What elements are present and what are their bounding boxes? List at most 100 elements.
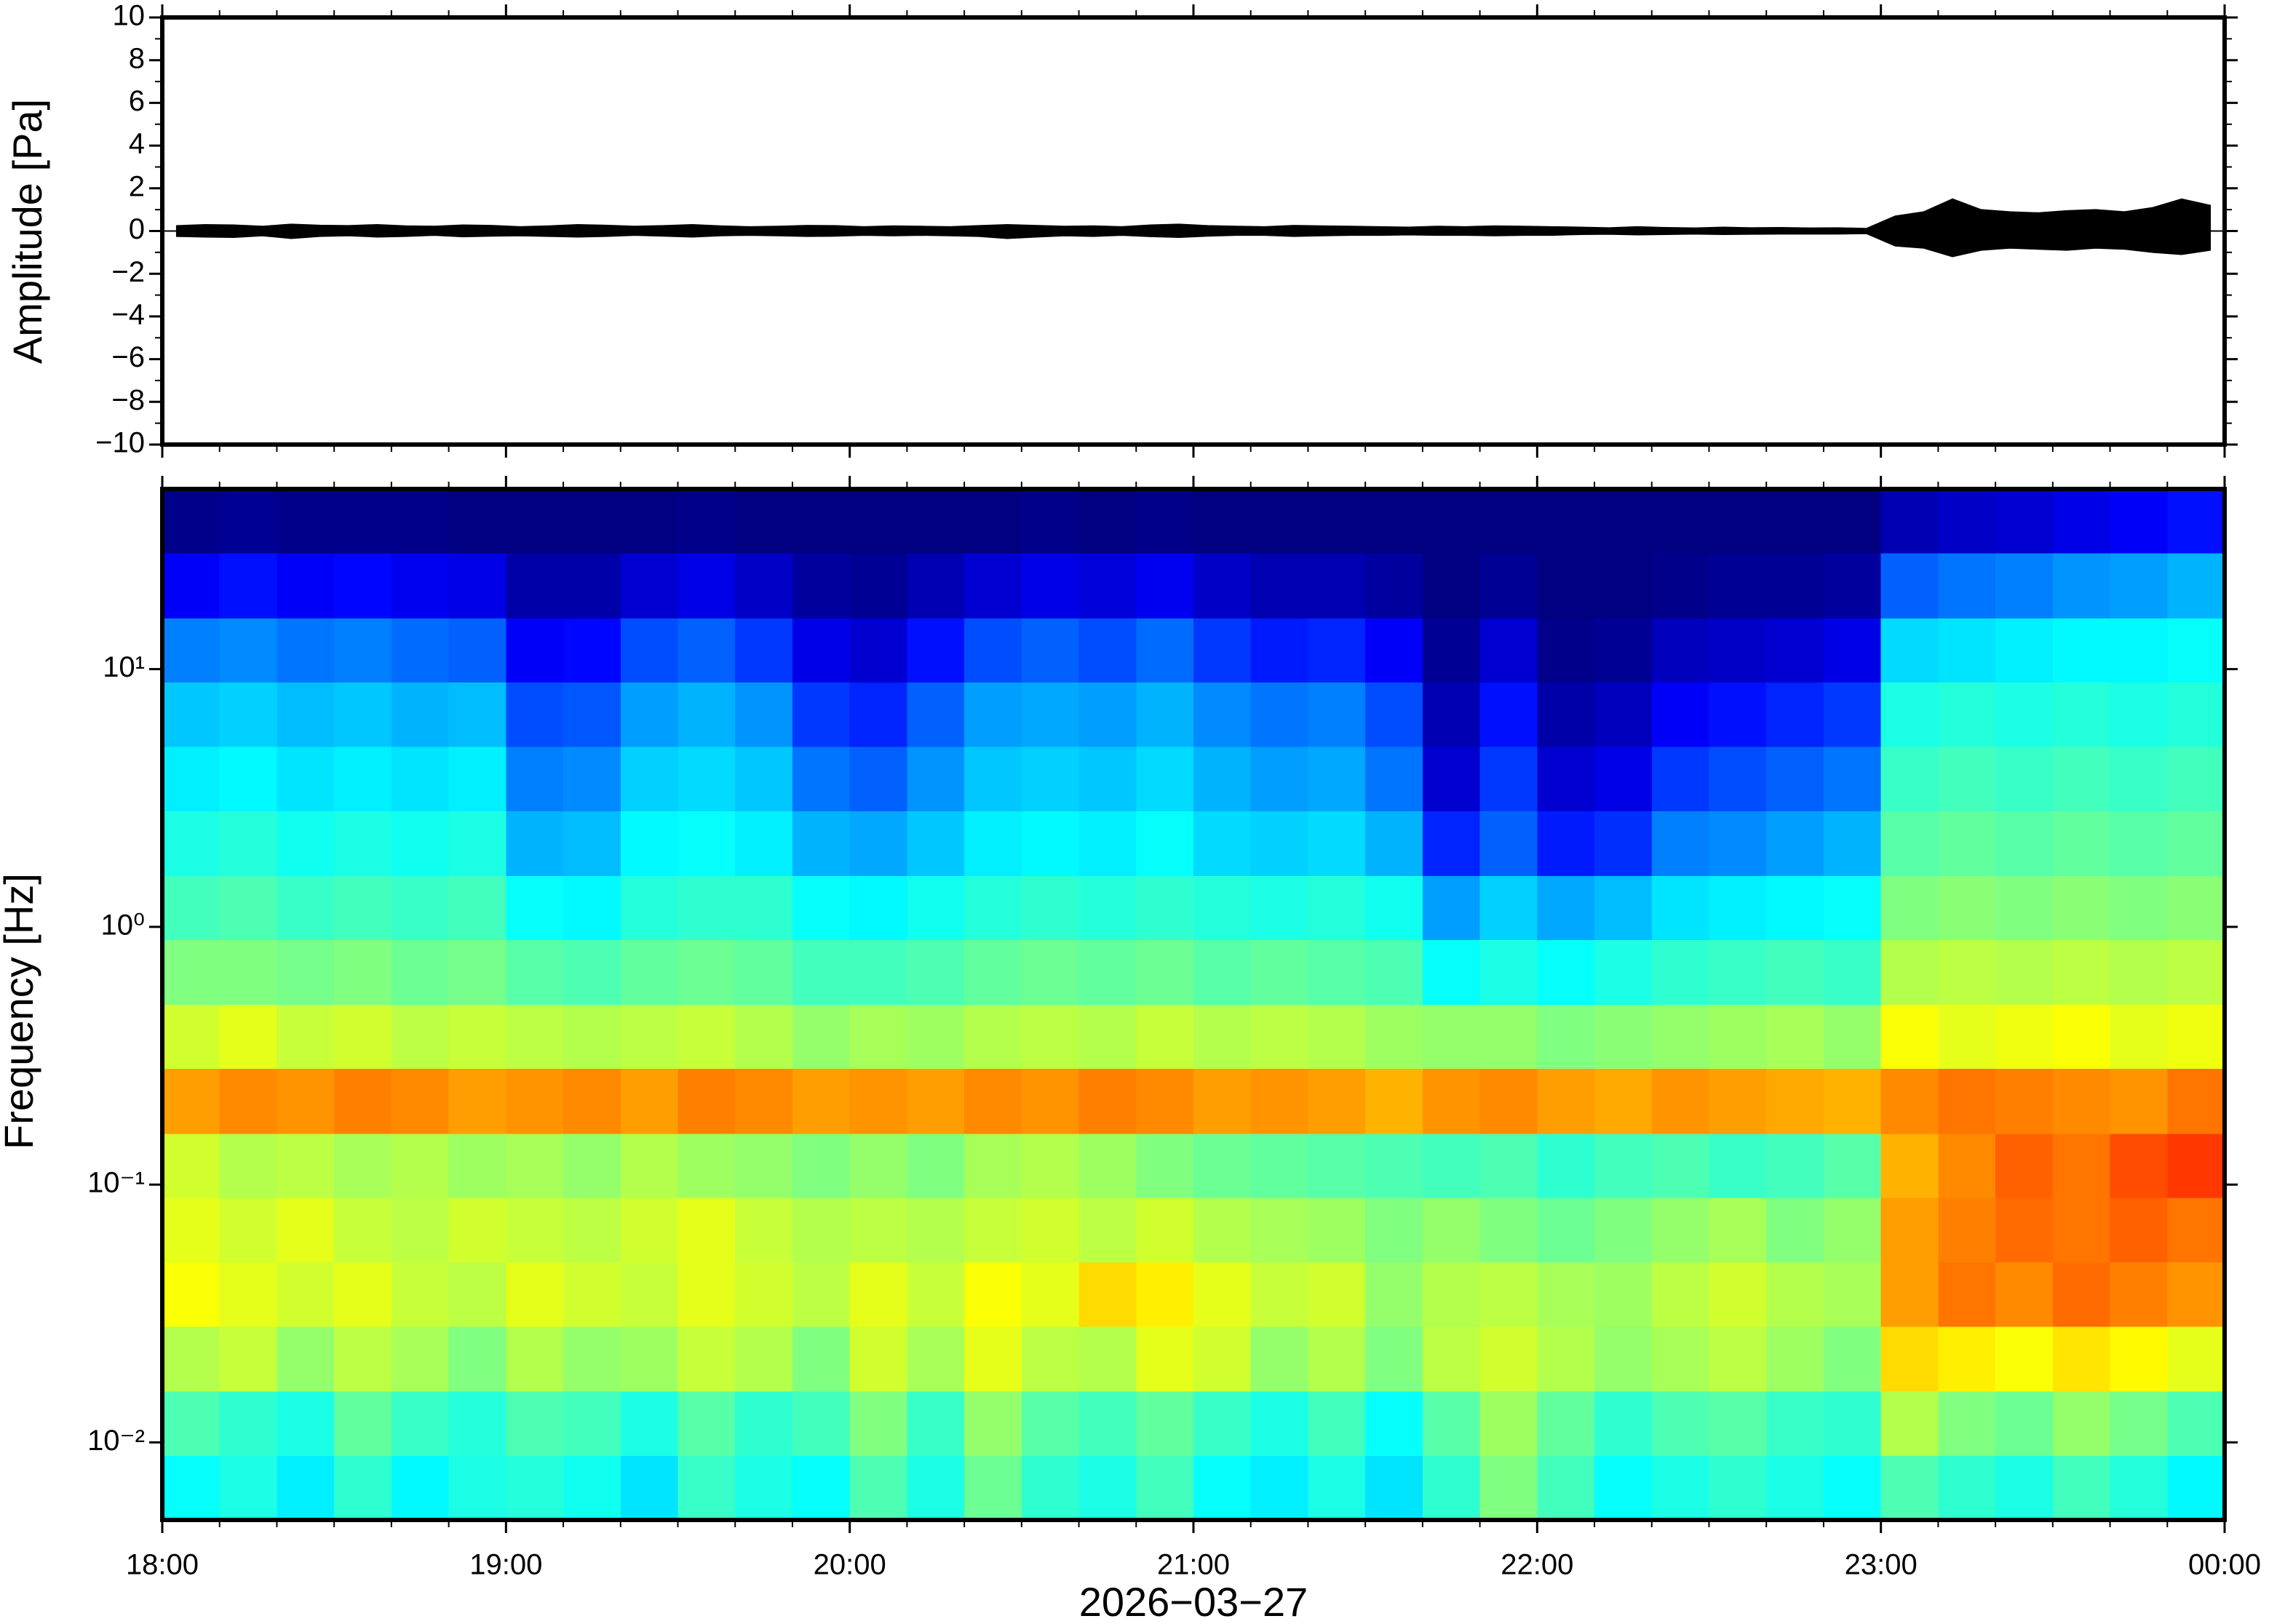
heatmap-cell <box>448 682 506 747</box>
heatmap-cell <box>1193 1455 1252 1521</box>
heatmap-cell <box>1136 618 1194 682</box>
heatmap-cell <box>1136 746 1194 811</box>
heatmap-cell <box>1479 1326 1538 1392</box>
heatmap-cell <box>334 811 392 877</box>
heatmap-cell <box>1823 1133 1882 1198</box>
heatmap-cell <box>1193 1262 1252 1327</box>
heatmap-cell <box>2110 1390 2168 1456</box>
heatmap-cell <box>219 1068 278 1134</box>
heatmap-cell <box>506 489 564 554</box>
heatmap-cell <box>1537 939 1595 1005</box>
y-tick-label: 10⁻² <box>87 1425 145 1457</box>
heatmap-cell <box>1651 875 1710 941</box>
heatmap-cell <box>792 811 851 877</box>
heatmap-cell <box>1651 1004 1710 1070</box>
heatmap-cell <box>2052 1197 2111 1263</box>
heatmap-cell <box>677 1133 736 1198</box>
heatmap-cell <box>1995 875 2054 941</box>
heatmap-cell <box>1823 682 1882 747</box>
heatmap-cell <box>563 682 621 747</box>
heatmap-cell <box>1823 1068 1882 1134</box>
heatmap-cell <box>1594 1004 1653 1070</box>
heatmap-cell <box>1422 682 1481 747</box>
heatmap-cell <box>1594 1197 1653 1263</box>
heatmap-cell <box>1651 618 1710 682</box>
heatmap-cell <box>1880 1326 1939 1392</box>
heatmap-cell <box>1021 746 1080 811</box>
heatmap-cell <box>1880 1197 1939 1263</box>
heatmap-cell <box>620 939 679 1005</box>
heatmap-cell <box>219 553 278 618</box>
heatmap-cell <box>1250 553 1309 618</box>
heatmap-cell <box>1709 1197 1767 1263</box>
heatmap-cell <box>792 1455 851 1521</box>
plot-frame <box>160 15 2227 447</box>
heatmap-cell <box>849 1133 907 1198</box>
heatmap-cell <box>162 811 220 877</box>
heatmap-cell <box>907 1326 965 1392</box>
heatmap-cell <box>2052 1326 2111 1392</box>
heatmap-cell <box>219 1326 278 1392</box>
heatmap-cell <box>1078 875 1137 941</box>
heatmap-cell <box>1078 1004 1137 1070</box>
heatmap-cell <box>1880 553 1939 618</box>
heatmap-cell <box>1250 1455 1309 1521</box>
heatmap-cell <box>391 1068 450 1134</box>
heatmap-cell <box>563 1390 621 1456</box>
heatmap-cell <box>1709 1390 1767 1456</box>
heatmap-cell <box>620 746 679 811</box>
heatmap-cell <box>391 489 450 554</box>
heatmap-cell <box>1823 811 1882 877</box>
heatmap-cell <box>1021 1455 1080 1521</box>
heatmap-cell <box>1823 489 1882 554</box>
heatmap-cell <box>1250 811 1309 877</box>
heatmap-cell <box>448 553 506 618</box>
heatmap-cell <box>2052 1068 2111 1134</box>
heatmap-cell <box>907 1004 965 1070</box>
heatmap-cell <box>2052 553 2111 618</box>
heatmap-cell <box>1021 811 1080 877</box>
heatmap-cell <box>1880 746 1939 811</box>
heatmap-cell <box>1479 618 1538 682</box>
heatmap-cell <box>1709 1004 1767 1070</box>
heatmap-cell <box>1938 1390 1996 1456</box>
heatmap-cell <box>849 1068 907 1134</box>
heatmap-cell <box>1308 489 1366 554</box>
heatmap-cell <box>792 746 851 811</box>
heatmap-cell <box>506 1262 564 1327</box>
heatmap-cell <box>620 1455 679 1521</box>
heatmap-cell <box>677 939 736 1005</box>
heatmap-cell <box>1250 1197 1309 1263</box>
heatmap-cell <box>907 811 965 877</box>
heatmap-cell <box>1250 1004 1309 1070</box>
heatmap-cell <box>964 1197 1022 1263</box>
heatmap-cell <box>448 939 506 1005</box>
y-tick-label: 0 <box>129 213 145 245</box>
heatmap-cell <box>2167 1133 2225 1198</box>
heatmap-cell <box>1823 939 1882 1005</box>
heatmap-cell <box>2110 1455 2168 1521</box>
y-tick-label: 10⁻¹ <box>87 1167 145 1199</box>
heatmap-cell <box>2167 682 2225 747</box>
heatmap-cell <box>1193 682 1252 747</box>
heatmap-cell <box>1537 1004 1595 1070</box>
heatmap-cell <box>563 1197 621 1263</box>
heatmap-cell <box>448 489 506 554</box>
heatmap-cell <box>1365 1326 1423 1392</box>
heatmap-cell <box>1823 875 1882 941</box>
heatmap-cell <box>162 1326 220 1392</box>
heatmap-cell <box>2110 1068 2168 1134</box>
y-tick-label: −2 <box>111 256 145 288</box>
heatmap-cell <box>2052 618 2111 682</box>
y-axis-label: Amplitude [Pa] <box>4 99 50 364</box>
heatmap-cell <box>219 1197 278 1263</box>
heatmap-cell <box>677 746 736 811</box>
heatmap-cell <box>1537 746 1595 811</box>
heatmap-cell <box>1193 489 1252 554</box>
heatmap-cell <box>2110 1004 2168 1070</box>
heatmap-cell <box>1537 875 1595 941</box>
heatmap-cell <box>677 489 736 554</box>
heatmap-cell <box>334 939 392 1005</box>
heatmap-cell <box>1021 682 1080 747</box>
heatmap-cell <box>277 1455 335 1521</box>
